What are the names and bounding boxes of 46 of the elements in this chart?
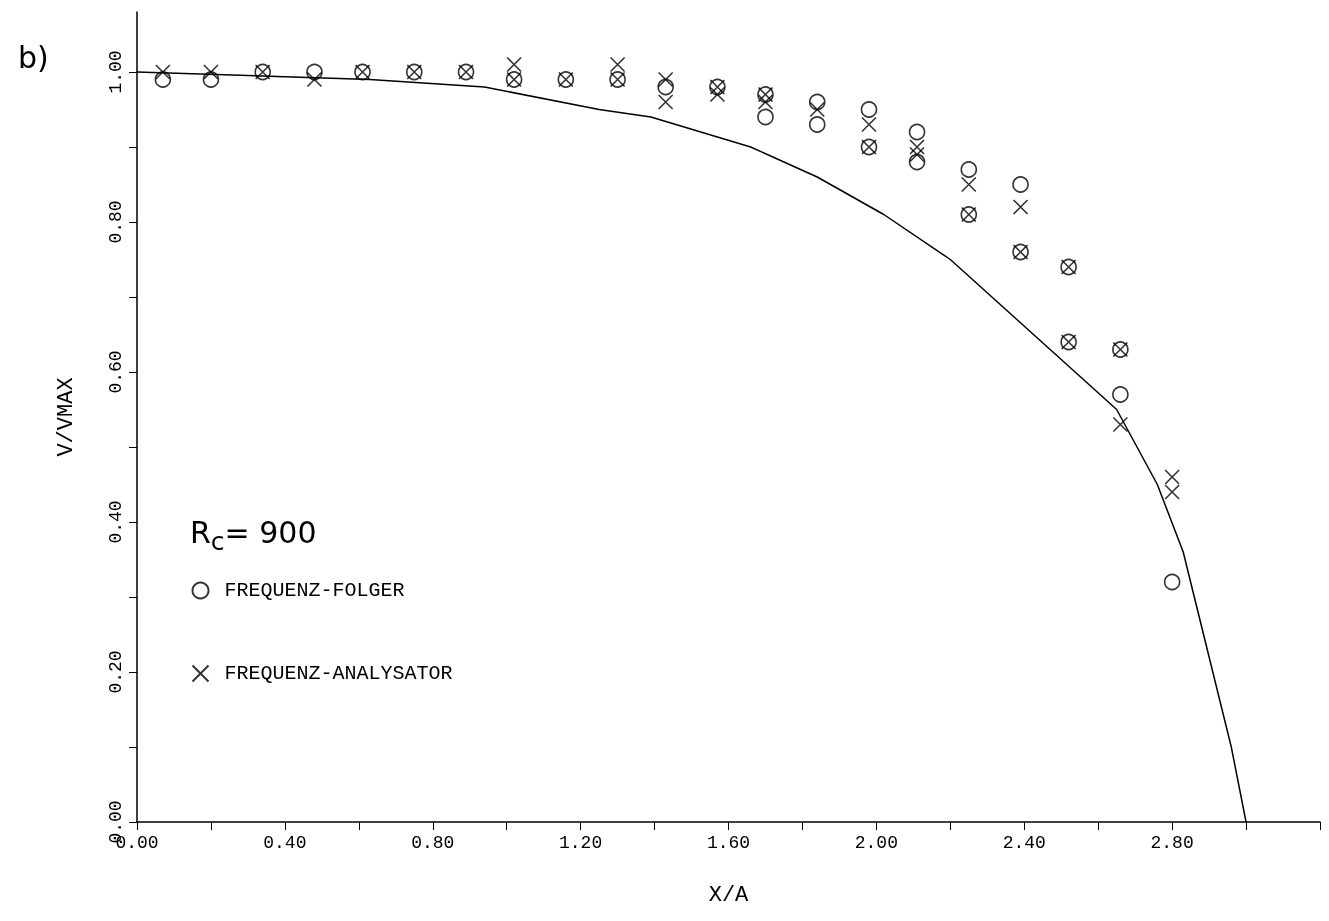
point — [154, 71, 172, 88]
x-tick-label: 2.40 — [1002, 833, 1046, 853]
point — [909, 139, 925, 155]
point — [1112, 416, 1129, 433]
y-tick-label: 0.80 — [106, 200, 126, 244]
x-axis-title: X/A — [708, 882, 750, 908]
point — [1112, 386, 1129, 403]
annotation: R$_{c}$= 900 — [190, 515, 317, 556]
point — [908, 123, 926, 141]
point — [202, 71, 220, 88]
y-axis-title: V/VMAX — [53, 377, 79, 457]
point — [861, 116, 877, 133]
x-tick-label: 0.40 — [263, 833, 307, 853]
point — [961, 176, 977, 193]
point — [808, 116, 826, 133]
point — [155, 64, 171, 80]
point — [860, 101, 878, 118]
point — [657, 94, 674, 110]
point — [657, 71, 674, 88]
x-tick-label: 2.00 — [854, 833, 898, 853]
point — [1163, 573, 1181, 591]
y-tick-label: 0.60 — [106, 350, 126, 394]
y-tick-label: 1.00 — [106, 50, 126, 94]
point — [306, 63, 323, 81]
point — [657, 78, 674, 96]
point — [203, 64, 219, 80]
point — [757, 108, 774, 126]
point — [757, 94, 774, 110]
point — [306, 71, 323, 88]
y-tick-label: 0.20 — [106, 650, 126, 694]
y-tick-label: 0.40 — [106, 500, 126, 544]
x-tick-label: 1.20 — [559, 833, 603, 853]
point — [909, 146, 925, 163]
point — [960, 161, 978, 178]
point — [908, 153, 926, 171]
x-tick-label: 0.80 — [411, 833, 455, 853]
legend-label: FREQUENZ-ANALYSATOR — [224, 662, 453, 685]
legend-label: FREQUENZ-FOLGER — [224, 579, 405, 602]
point — [1012, 199, 1029, 215]
point — [808, 93, 826, 111]
point — [1012, 176, 1029, 193]
text: b) — [18, 40, 49, 75]
point — [709, 86, 726, 103]
point — [809, 101, 826, 118]
x-tick-label: 2.80 — [1150, 833, 1194, 853]
x-tick-label: 1.60 — [706, 833, 751, 853]
